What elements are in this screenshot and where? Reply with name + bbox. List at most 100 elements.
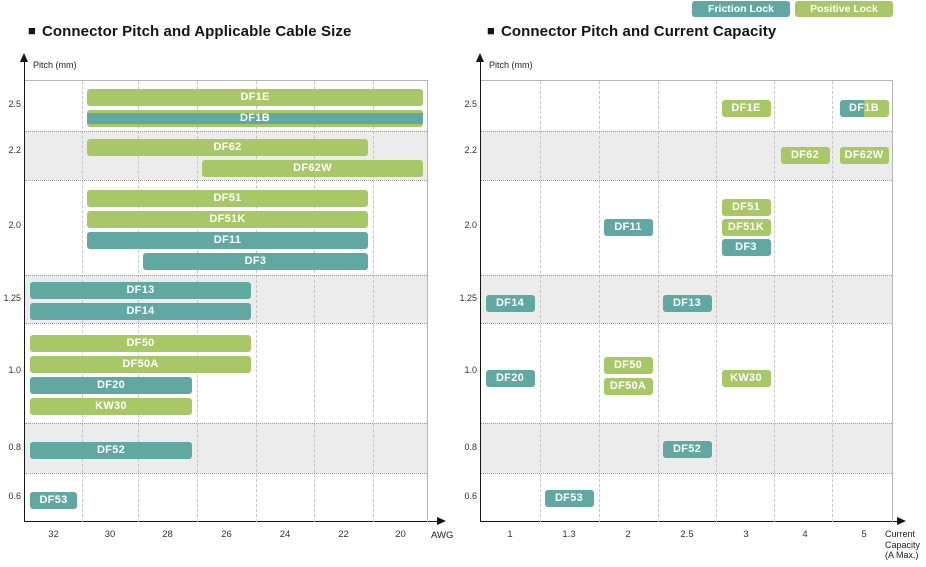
badge-df1b: DF1B — [839, 99, 889, 117]
right-x-axis-line — [479, 520, 898, 522]
bar-df1b: DF1B — [87, 110, 423, 127]
right-y-axis-line — [479, 60, 481, 521]
connector-label: DF1B — [849, 101, 879, 114]
connector-label: DF51K — [727, 221, 765, 233]
y-tick-label: 2.5 — [8, 99, 21, 109]
right-y-axis-arrow-icon — [476, 53, 484, 62]
badge-kw30: KW30 — [721, 369, 771, 387]
connector-label: DF51 — [731, 201, 761, 213]
y-tick-label: 0.6 — [8, 491, 21, 501]
current-capacity-chart-title-text: Connector Pitch and Current Capacity — [500, 23, 777, 40]
y-tick-label: 0.8 — [464, 442, 477, 452]
vertical-gridline — [599, 81, 600, 522]
badge-df50: DF50 — [603, 356, 653, 374]
x-tick-label: 28 — [162, 529, 173, 540]
bar-df1e: DF1E — [87, 89, 423, 106]
current-capacity-chart-title: ■ Connector Pitch and Current Capacity — [487, 23, 776, 40]
connector-label: DF62W — [844, 149, 884, 161]
y-tick-label: 1.0 — [464, 365, 477, 375]
connector-label: DF51 — [213, 191, 242, 204]
y-tick-label: 2.0 — [8, 220, 21, 230]
bar-df14: DF14 — [30, 303, 251, 320]
connector-label: DF53 — [554, 491, 584, 504]
bar-df13: DF13 — [30, 282, 251, 299]
connector-label: DF20 — [495, 371, 525, 384]
current-capacity-plot-area: 2.5 2.2 2.0 1.25 1.0 0.8 0.6 1 1.3 2 2.5 3 4 5 DF1E DF1… — [459, 80, 893, 540]
connector-label: DF51K — [209, 212, 246, 225]
cable-size-plot-area: 2.5 2.2 2.0 1.25 1.0 0.8 0.6 32 30 28 26 24 22 20 DF1E… — [3, 80, 428, 540]
horizontal-gridline — [25, 473, 427, 474]
badge-df62w: DF62W — [839, 147, 889, 164]
connector-label: DF52 — [96, 443, 126, 456]
connector-label: DF13 — [126, 284, 155, 296]
vertical-gridline — [832, 81, 833, 522]
legend-positive-lock: Positive Lock — [795, 1, 893, 17]
left-y-axis-arrow-icon — [20, 53, 28, 62]
horizontal-gridline — [481, 323, 892, 324]
bar-df50: DF50 — [30, 335, 251, 352]
horizontal-gridline — [481, 131, 892, 132]
bar-df50a: DF50A — [30, 356, 251, 373]
badge-df11: DF11 — [603, 219, 653, 236]
bar-df11: DF11 — [87, 231, 368, 249]
horizontal-gridline — [481, 180, 892, 181]
connector-label: DF3 — [735, 241, 757, 253]
right-x-axis-label-line1: Current — [885, 529, 916, 539]
y-tick-label: 2.5 — [464, 99, 477, 109]
right-x-axis-arrow-icon — [897, 517, 906, 525]
vertical-gridline — [138, 81, 139, 522]
connector-label: DF1B — [240, 112, 270, 124]
connector-label: DF1E — [731, 101, 761, 114]
title-square-icon: ■ — [487, 23, 495, 38]
y-tick-label: 1.0 — [8, 365, 21, 375]
bar-kw30: KW30 — [30, 398, 192, 415]
friction-lock-half — [839, 99, 864, 117]
horizontal-gridline — [481, 275, 892, 276]
x-tick-label: 5 — [861, 529, 867, 540]
horizontal-gridline — [481, 473, 892, 474]
y-tick-label: 2.2 — [464, 145, 477, 155]
row-shade-band — [481, 131, 892, 180]
x-tick-label: 20 — [395, 529, 406, 540]
legend-friction-lock: Friction Lock — [692, 1, 790, 17]
friction-lock-stripe — [87, 113, 423, 124]
bar-df52: DF52 — [30, 441, 192, 459]
x-tick-label: 3 — [743, 529, 749, 540]
badge-df3: DF3 — [721, 239, 771, 256]
connector-label: DF50A — [609, 379, 647, 392]
vertical-gridline — [197, 81, 198, 522]
left-x-axis-line — [23, 520, 438, 522]
bar-df62: DF62 — [87, 138, 368, 156]
y-tick-label: 1.25 — [3, 293, 21, 303]
positive-lock-half — [864, 99, 889, 117]
badge-df52: DF52 — [662, 440, 712, 458]
cable-size-chart-title: ■ Connector Pitch and Applicable Cable Si… — [28, 23, 351, 40]
horizontal-gridline — [25, 323, 427, 324]
connector-label: DF11 — [614, 221, 642, 233]
bar-df3: DF3 — [143, 252, 368, 270]
left-x-axis-label: AWG — [431, 530, 454, 541]
connector-label: DF14 — [495, 296, 525, 309]
connector-label: DF20 — [96, 379, 126, 391]
connector-label: KW30 — [95, 400, 127, 412]
badge-df51: DF51 — [721, 199, 771, 216]
x-tick-label: 30 — [104, 529, 116, 540]
x-tick-label: 26 — [221, 529, 232, 540]
vertical-gridline — [314, 81, 315, 522]
connector-label: DF62W — [293, 161, 332, 174]
x-tick-label: 24 — [279, 529, 291, 540]
badge-df1e: DF1E — [721, 99, 771, 117]
connector-label: DF52 — [672, 442, 702, 455]
vertical-gridline — [658, 81, 659, 522]
connector-label: DF53 — [39, 493, 68, 506]
badge-df20: DF20 — [485, 369, 535, 387]
vertical-gridline — [82, 81, 83, 522]
x-tick-label: 1.3 — [562, 529, 576, 540]
x-tick-label: 1 — [507, 529, 513, 540]
bar-df20: DF20 — [30, 377, 192, 394]
x-tick-label: 4 — [802, 529, 808, 540]
connector-label: DF50 — [126, 337, 155, 349]
bar-df62w: DF62W — [202, 159, 423, 177]
vertical-gridline — [373, 81, 374, 522]
